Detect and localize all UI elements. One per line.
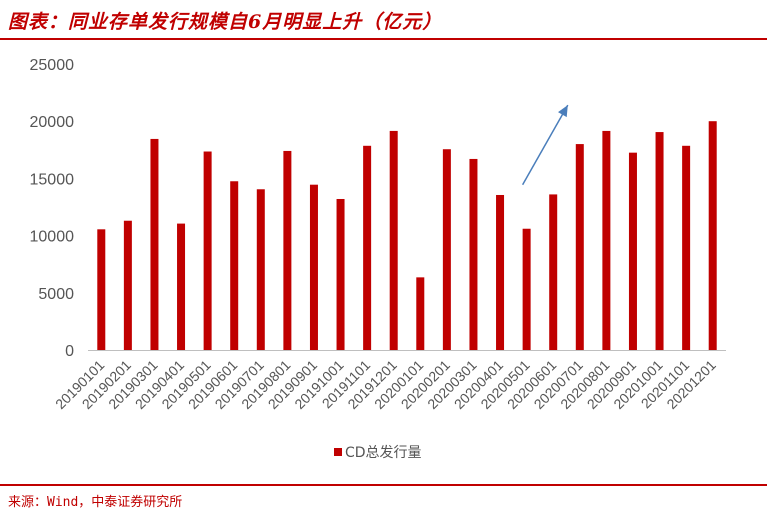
y-tick-label: 20000	[30, 114, 75, 131]
bar	[389, 130, 398, 350]
legend-label: CD总发行量	[345, 445, 422, 461]
bar	[682, 145, 691, 350]
legend: CD总发行量	[334, 445, 422, 461]
bar	[549, 194, 558, 350]
chart-header: 图表：同业存单发行规模自6月明显上升（亿元）	[0, 0, 767, 40]
bar	[256, 189, 265, 350]
bar	[97, 229, 106, 350]
y-tick-label: 5000	[38, 286, 74, 303]
y-tick-label: 10000	[30, 229, 75, 246]
bar	[708, 121, 717, 350]
title-rule	[0, 38, 767, 40]
bar	[575, 144, 584, 350]
source-note: 来源：Wind，中泰证券研究所	[8, 495, 183, 510]
trend-arrow	[521, 104, 569, 186]
y-tick-label: 15000	[30, 171, 75, 188]
bar-chart: 0 5000 10000 15000 20000 25000 20190101201902…	[30, 57, 726, 461]
y-tick-label: 0	[65, 343, 74, 360]
trend-arrow-head	[558, 105, 568, 118]
legend-swatch	[334, 448, 342, 456]
x-axis-labels: 2019010120190201201903012019040120190501…	[52, 357, 719, 413]
bars-group	[97, 121, 717, 350]
bar	[230, 181, 239, 350]
bar	[416, 277, 425, 350]
chart-title: 图表：同业存单发行规模自6月明显上升（亿元）	[8, 11, 443, 33]
y-axis-labels: 0 5000 10000 15000 20000 25000	[30, 57, 75, 360]
bar	[628, 152, 637, 350]
bar	[363, 145, 372, 350]
bar	[123, 220, 132, 350]
bar	[442, 149, 451, 350]
bar	[655, 132, 664, 350]
trend-arrow-shaft	[521, 104, 569, 186]
bar	[283, 150, 292, 350]
y-tick-label: 25000	[30, 57, 75, 74]
bar	[309, 184, 318, 350]
bar	[496, 194, 505, 350]
bar	[203, 151, 212, 350]
bar	[150, 138, 159, 350]
bar	[177, 223, 186, 350]
bar	[602, 130, 611, 350]
footer-rule	[0, 484, 767, 486]
bar	[469, 158, 478, 350]
bar	[336, 198, 345, 350]
bar	[522, 228, 531, 350]
